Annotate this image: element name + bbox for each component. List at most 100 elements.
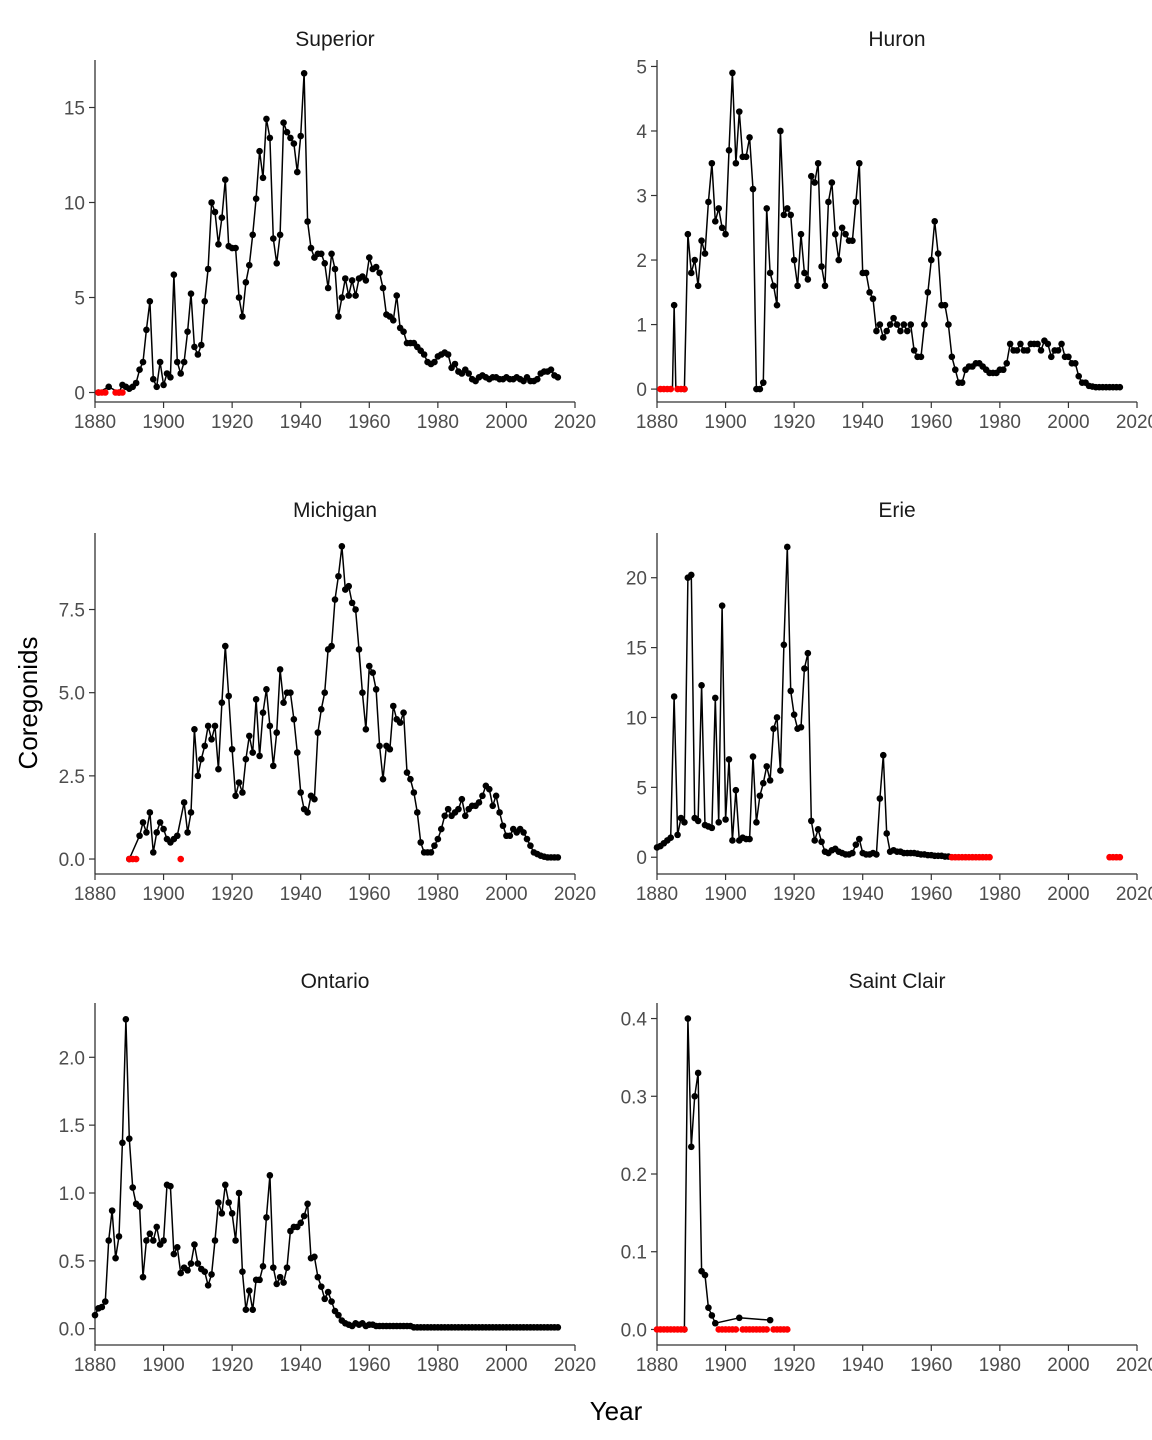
data-point — [434, 835, 442, 843]
x-tick-label: 1960 — [910, 1355, 952, 1376]
data-point — [331, 265, 339, 273]
data-point — [215, 241, 222, 248]
data-point — [149, 1237, 157, 1244]
y-tick-label: 0.5 — [59, 1252, 85, 1273]
data-point — [461, 812, 469, 820]
x-tick-label: 1940 — [842, 1355, 884, 1376]
data-point — [345, 292, 353, 299]
data-point — [876, 795, 884, 802]
data-point — [890, 314, 897, 322]
data-point — [794, 282, 801, 290]
data-point — [1116, 383, 1124, 391]
data-point — [119, 1139, 126, 1147]
data-point — [814, 825, 822, 833]
data-point — [269, 1264, 277, 1271]
data-point — [149, 375, 157, 383]
data-point — [139, 358, 147, 366]
data-point — [783, 205, 791, 212]
data-point — [818, 838, 825, 846]
data-point — [266, 1172, 274, 1179]
data-point — [136, 366, 143, 374]
data-point — [204, 1281, 212, 1289]
data-point — [455, 805, 462, 813]
data-point — [211, 1237, 219, 1244]
data-point — [437, 825, 445, 833]
x-tick-label: 2000 — [1047, 412, 1089, 433]
data-point — [849, 237, 856, 244]
data-point — [173, 1243, 181, 1251]
data-point — [252, 696, 260, 703]
series-line-ontario — [94, 1018, 558, 1329]
data-point — [235, 779, 243, 786]
missing-point — [667, 385, 675, 393]
data-point — [780, 211, 788, 219]
data-point — [269, 235, 277, 242]
data-point — [249, 749, 257, 756]
data-point — [773, 714, 781, 721]
data-point — [160, 381, 167, 389]
x-tick-label: 1880 — [74, 884, 116, 905]
data-point — [715, 818, 723, 826]
panel-huron: Huron 1880 1900 1920 1940 1960 1980 2000 2020 0 1 2… — [636, 28, 1152, 433]
data-point — [732, 159, 740, 167]
data-point — [708, 824, 716, 832]
data-point — [828, 179, 836, 186]
data-point — [811, 837, 819, 844]
data-point — [328, 642, 335, 650]
data-point — [818, 263, 825, 270]
data-point — [770, 282, 777, 290]
data-point — [729, 69, 736, 77]
data-point — [948, 353, 956, 361]
data-point — [1044, 340, 1052, 348]
data-point — [667, 834, 675, 841]
data-point — [725, 147, 733, 154]
data-point — [1071, 359, 1079, 367]
y-tick-label: 2 — [636, 251, 647, 272]
data-point — [280, 119, 287, 126]
data-point — [749, 185, 757, 193]
data-point — [701, 1271, 709, 1279]
data-point — [122, 1015, 130, 1023]
data-point — [311, 1253, 318, 1261]
data-point — [691, 1092, 699, 1100]
data-point — [694, 817, 702, 825]
data-point — [777, 127, 784, 135]
data-point — [763, 763, 771, 770]
data-point — [403, 769, 411, 776]
data-point — [204, 722, 212, 730]
data-point — [931, 218, 939, 225]
data-point — [921, 321, 928, 328]
data-point — [300, 1212, 308, 1220]
data-point — [376, 269, 383, 277]
data-point — [359, 689, 366, 696]
data-point — [759, 379, 767, 386]
data-point — [101, 1298, 109, 1305]
x-tick-label: 1920 — [773, 412, 815, 433]
y-tick-label: 3 — [636, 187, 647, 208]
data-point — [1054, 347, 1062, 354]
data-point — [211, 208, 219, 216]
panel-title-superior: Superior — [295, 28, 374, 51]
data-point — [711, 1319, 719, 1327]
data-point — [149, 849, 157, 856]
data-point — [475, 799, 483, 806]
data-point — [352, 606, 359, 613]
x-tick-label: 2020 — [554, 884, 596, 905]
data-point — [729, 837, 736, 844]
data-point — [753, 818, 760, 826]
data-point — [684, 230, 692, 238]
data-point — [139, 1273, 147, 1281]
data-point — [204, 265, 212, 273]
data-point — [280, 699, 287, 706]
data-point — [153, 1223, 161, 1231]
data-point — [105, 1237, 113, 1244]
data-point — [235, 294, 243, 301]
data-point — [458, 795, 466, 803]
y-tick-label: 0 — [636, 380, 647, 401]
data-point — [187, 1260, 195, 1267]
y-tick-label: 5.0 — [59, 684, 85, 705]
data-point — [927, 256, 935, 264]
data-point — [290, 140, 298, 147]
data-point — [441, 812, 449, 820]
data-point — [489, 802, 497, 810]
